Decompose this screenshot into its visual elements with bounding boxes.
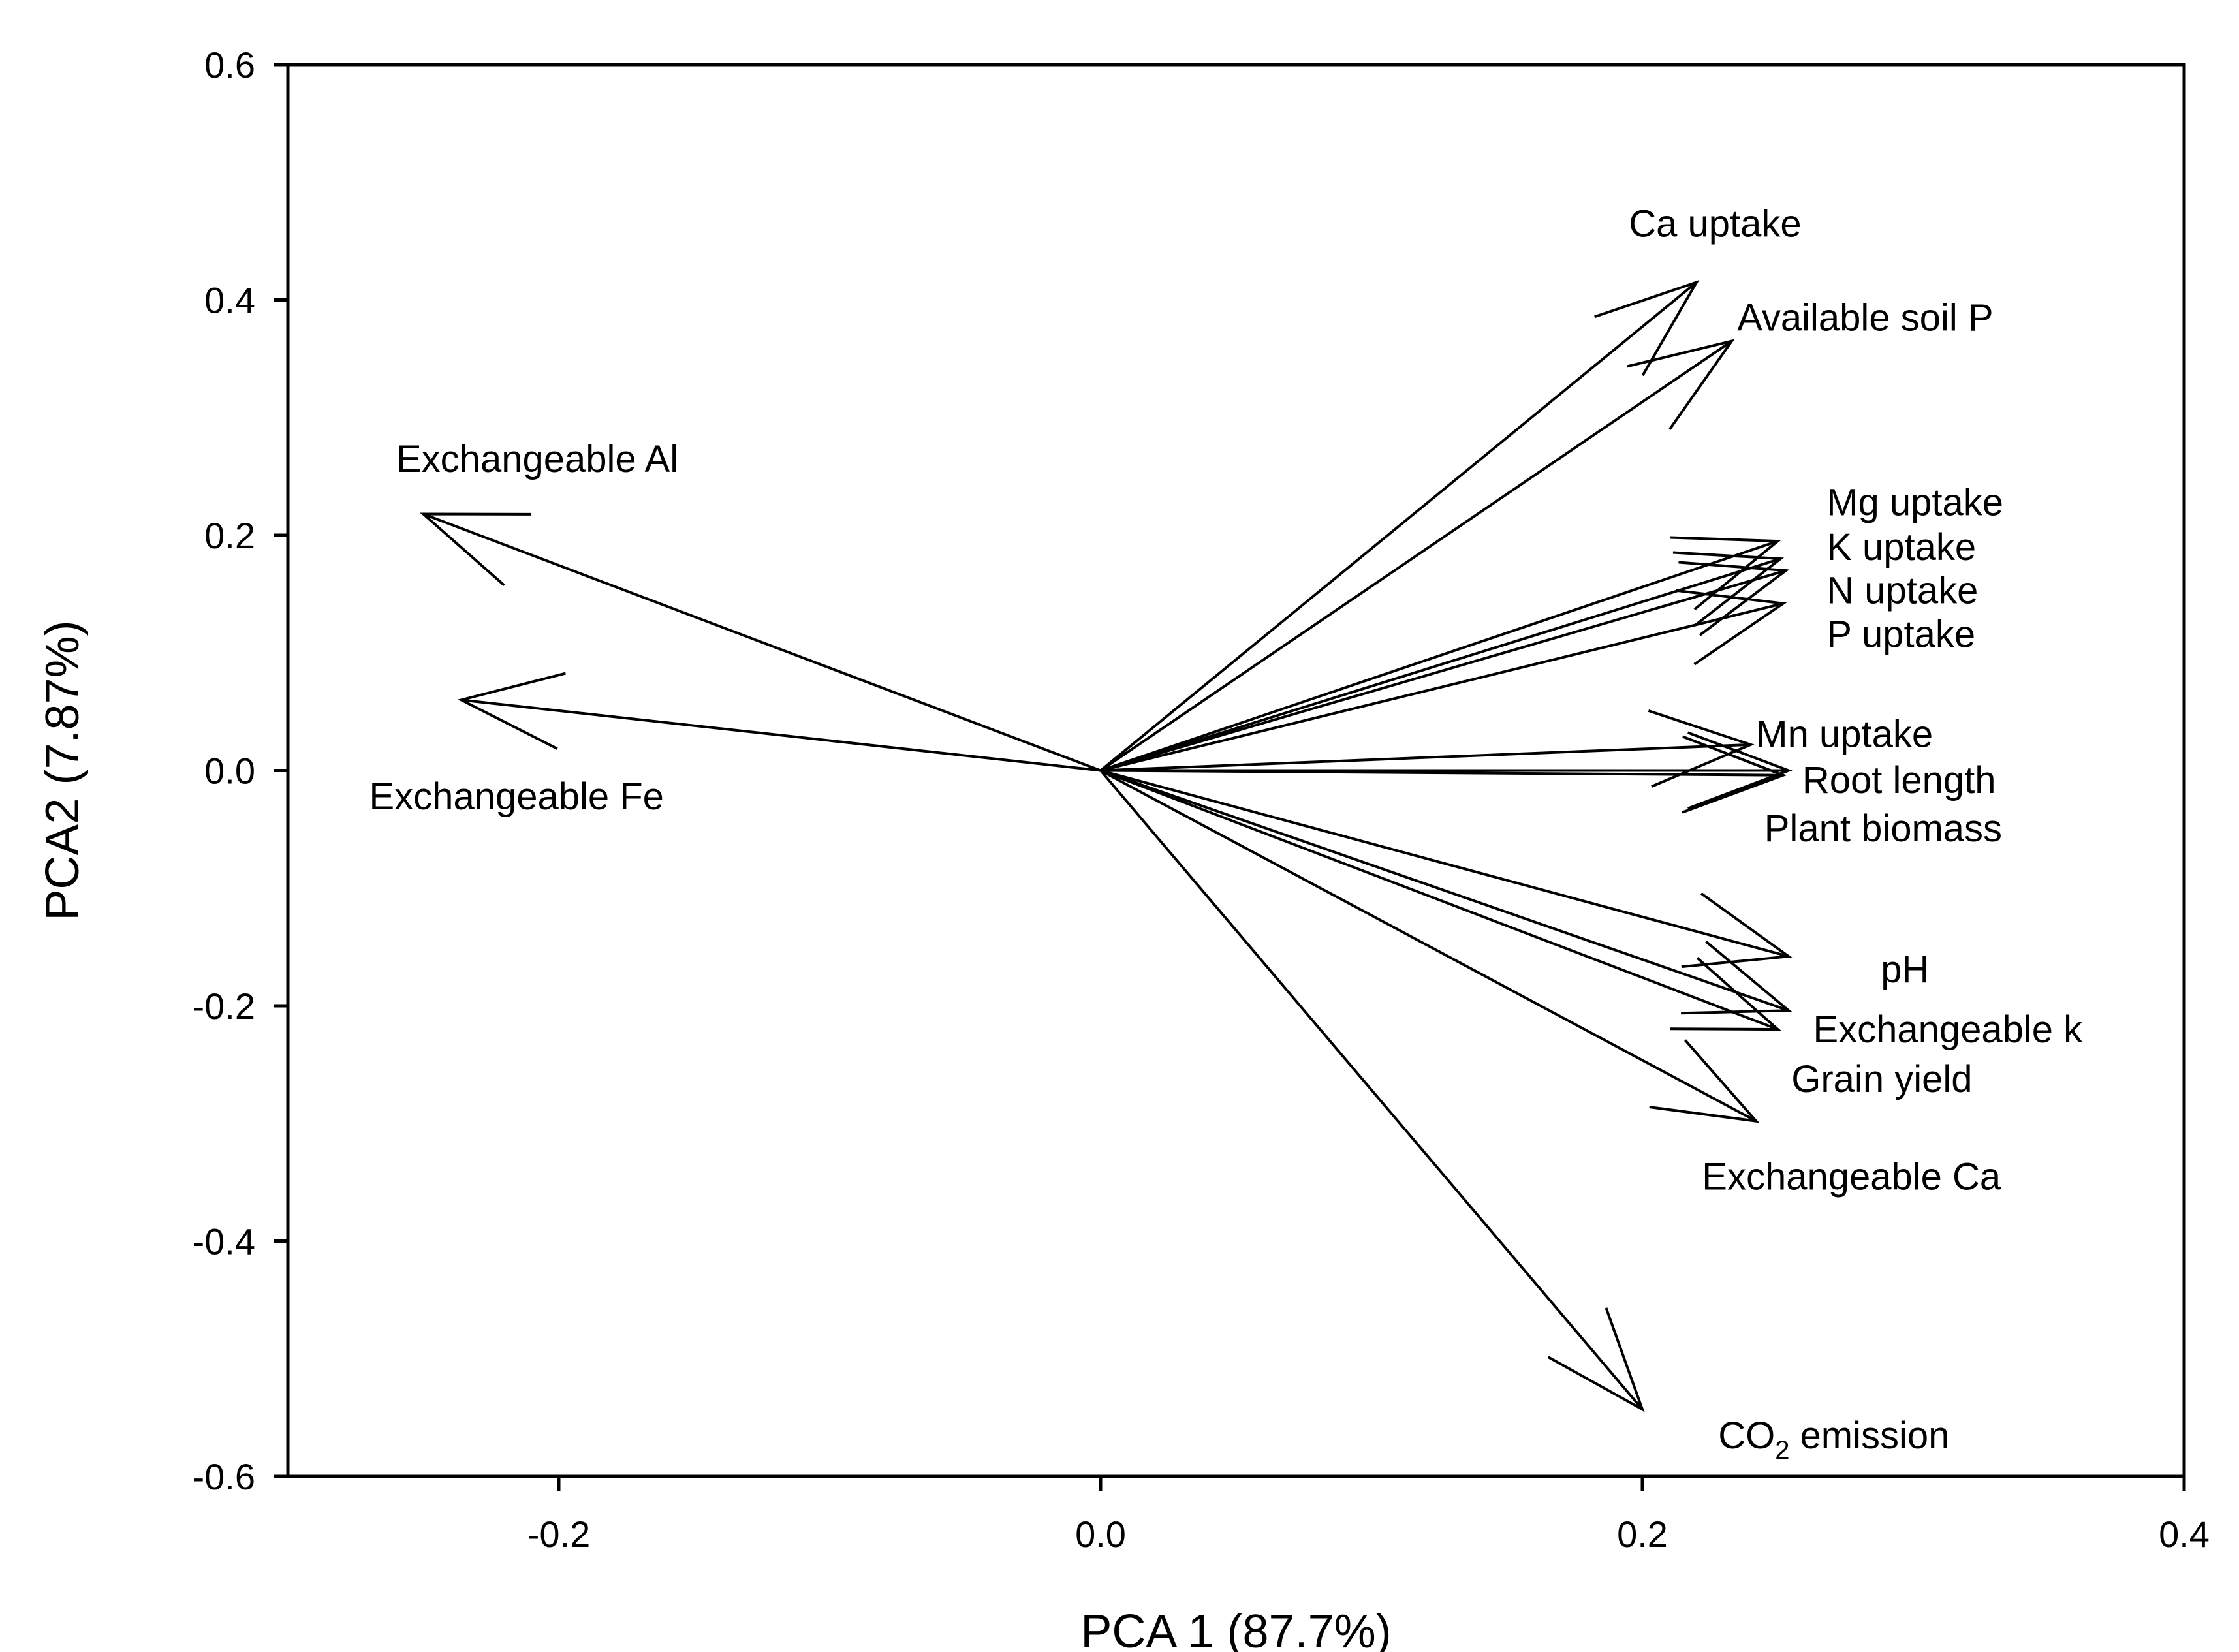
vector-exchangeable-k-arrowhead: [1681, 940, 1793, 1015]
vector-available-soil-p-line: [1099, 339, 1733, 772]
label-k-uptake: K uptake: [1826, 526, 1976, 569]
vector-exchangeable-k-line: [1100, 769, 1789, 1012]
vector-ca-uptake-arrowhead: [1594, 279, 1700, 377]
vector-exchangeable-al-arrowhead: [420, 512, 531, 587]
label-ca-uptake: Ca uptake: [1629, 202, 1801, 245]
label-co2-emission: CO2 emission: [1718, 1414, 1949, 1465]
y-tick-label: 0.2: [204, 515, 255, 556]
x-tick-label: -0.2: [527, 1514, 591, 1555]
vector-mg-uptake-arrowhead: [1670, 536, 1781, 611]
vector-grain-yield-line: [1100, 769, 1779, 1031]
label-exchangeable-fe: Exchangeable Fe: [369, 775, 664, 818]
label-root-length: Root length: [1802, 759, 1996, 802]
vector-n-uptake-arrowhead: [1678, 561, 1790, 636]
vector-mg-uptake-line: [1100, 540, 1779, 772]
label-co2-suffix: emission: [1789, 1414, 1949, 1457]
label-plant-biomass: Plant biomass: [1764, 807, 2002, 850]
vector-k-uptake-line: [1100, 557, 1781, 772]
vector-plant-biomass-line: [1100, 769, 1783, 777]
label-exchangeable-ca: Exchangeable Ca: [1702, 1155, 2001, 1198]
vector-ph-arrowhead: [1681, 892, 1793, 969]
label-co2-subscript: 2: [1775, 1436, 1789, 1465]
vector-co2-emission-line: [1099, 770, 1644, 1410]
vector-labels: Ca uptake Available soil P Exchangeable Al…: [369, 202, 2084, 1465]
vector-exchangeable-ca-arrowhead: [1649, 1039, 1760, 1123]
label-ph: pH: [1881, 948, 1929, 991]
x-axis-title: PCA 1 (87.7%): [1080, 1606, 1391, 1652]
y-axis-title: PCA2 (7.87%): [37, 620, 89, 920]
vector-co2-emission-arrowhead: [1547, 1307, 1645, 1412]
label-exchangeable-al: Exchangeable Al: [396, 438, 678, 480]
label-grain-yield: Grain yield: [1791, 1058, 1972, 1100]
vector-plant-biomass-arrowhead: [1682, 735, 1787, 814]
label-mn-uptake: Mn uptake: [1756, 713, 1933, 756]
x-tick-label: 0.4: [2159, 1514, 2210, 1555]
vector-mn-uptake-line: [1100, 743, 1751, 772]
label-co2-prefix: CO: [1718, 1414, 1775, 1457]
vector-ph-line: [1100, 769, 1789, 958]
label-mg-uptake: Mg uptake: [1826, 482, 2003, 524]
plot-axes: -0.2 0.0 0.2 0.4 -0.6 -0.4 -0.2 0.0 0.2 0.4 0.6: [193, 44, 2210, 1555]
vector-exchangeable-al-line: [422, 512, 1101, 772]
vector-p-uptake-line: [1100, 602, 1784, 772]
y-tick-label: -0.2: [193, 986, 256, 1027]
vector-p-uptake-arrowhead: [1676, 589, 1787, 666]
y-tick-label: 0.0: [204, 751, 255, 792]
y-tick-label: -0.6: [193, 1456, 256, 1497]
y-tick-label: 0.4: [204, 280, 255, 321]
label-p-uptake: P uptake: [1826, 613, 1975, 655]
x-tick-label: 0.2: [1617, 1514, 1668, 1555]
vector-exchangeable-fe-line: [461, 698, 1101, 772]
vector-n-uptake-line: [1100, 569, 1787, 772]
y-tick-label: -0.4: [193, 1221, 256, 1262]
label-exchangeable-k: Exchangeable k: [1813, 1008, 2083, 1051]
x-tick-label: 0.0: [1075, 1514, 1126, 1555]
vector-root-length-arrowhead: [1687, 731, 1793, 810]
vector-exchangeable-fe-arrowhead: [457, 672, 566, 750]
vector-grain-yield-arrowhead: [1670, 957, 1781, 1031]
vector-exchangeable-ca-line: [1100, 769, 1757, 1123]
label-available-soil-p: Available soil P: [1737, 297, 1993, 339]
vector-mn-uptake-arrowhead: [1648, 709, 1755, 788]
vector-k-uptake-arrowhead: [1672, 551, 1785, 627]
label-n-uptake: N uptake: [1826, 570, 1978, 612]
loading-vectors: [420, 279, 1793, 1412]
vector-available-soil-p-arrowhead: [1627, 339, 1735, 430]
vector-ca-uptake-line: [1099, 281, 1698, 772]
y-tick-label: 0.6: [204, 44, 255, 86]
